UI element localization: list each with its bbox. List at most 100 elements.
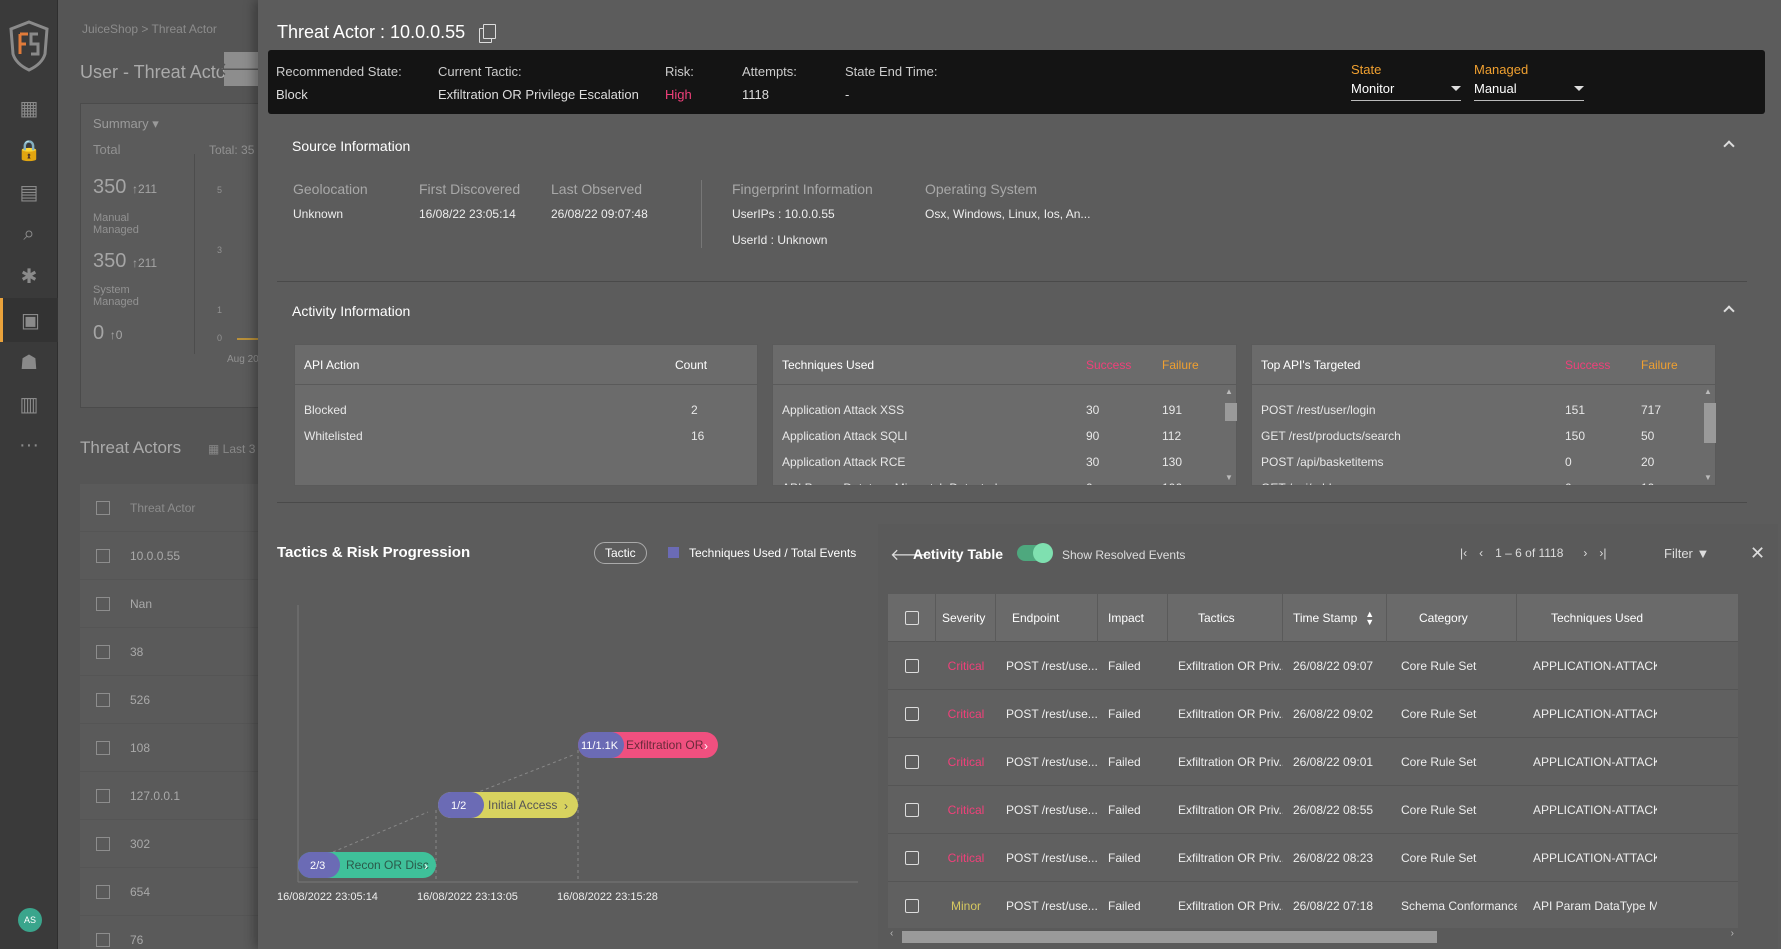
- row-checkbox[interactable]: [905, 803, 919, 817]
- threat-actor-name[interactable]: Nan: [130, 596, 153, 611]
- threat-actor-name[interactable]: 10.0.0.55: [130, 548, 181, 563]
- prev-page-icon[interactable]: ‹: [1479, 546, 1484, 560]
- scroll-left-icon[interactable]: ‹: [890, 928, 894, 939]
- first-page-icon[interactable]: |‹: [1460, 546, 1468, 560]
- app-logo-icon[interactable]: [8, 20, 50, 72]
- search-icon[interactable]: ⌕: [23, 222, 35, 245]
- scroll-down-icon[interactable]: ▼: [1704, 473, 1712, 482]
- horizontal-scrollbar[interactable]: ‹ ›: [888, 928, 1738, 943]
- avatar[interactable]: AS: [18, 908, 42, 932]
- api-action-label: Whitelisted: [304, 429, 363, 443]
- collapse-activity-icon[interactable]: [1723, 305, 1735, 317]
- select-all-checkbox[interactable]: [96, 500, 110, 515]
- table-row[interactable]: Minor POST /rest/use... Failed Exfiltration…: [888, 882, 1738, 930]
- threat-actor-name[interactable]: 526: [130, 692, 151, 707]
- copy-icon[interactable]: [479, 23, 497, 43]
- table-header: Top API's Targeted Success Failure: [1252, 345, 1715, 385]
- col-timestamp[interactable]: Time Stamp ▲ ▼: [1283, 594, 1387, 642]
- show-resolved-toggle[interactable]: [1017, 543, 1053, 563]
- next-page-icon[interactable]: ›: [1583, 546, 1588, 560]
- scroll-up-icon[interactable]: ▲: [1704, 387, 1712, 396]
- tactic-node-recon[interactable]: 2/3 Recon OR Disc ›: [298, 852, 436, 878]
- date-range[interactable]: ▦ Last 3: [208, 442, 256, 456]
- threat-actor-name[interactable]: 38: [130, 644, 144, 659]
- table-row[interactable]: 38: [80, 628, 316, 676]
- threat-actor-name[interactable]: 108: [130, 740, 151, 755]
- threat-actor-name[interactable]: 76: [130, 932, 144, 947]
- col-severity[interactable]: Severity: [936, 594, 996, 642]
- row-checkbox[interactable]: [96, 836, 110, 851]
- row-checkbox[interactable]: [905, 899, 919, 913]
- risk: Risk: High: [665, 64, 694, 102]
- table-row[interactable]: 10.0.0.55: [80, 532, 316, 580]
- cell-timestamp: 26/08/22 08:55: [1293, 803, 1374, 817]
- row-checkbox[interactable]: [96, 788, 110, 803]
- filter-button[interactable]: Filter ▼: [1664, 546, 1710, 561]
- row-checkbox[interactable]: [905, 707, 919, 721]
- col-tactics[interactable]: Tactics: [1168, 594, 1283, 642]
- threat-actor-name[interactable]: 302: [130, 836, 151, 851]
- row-checkbox[interactable]: [96, 740, 110, 755]
- more-icon[interactable]: ···: [19, 433, 39, 456]
- row-checkbox[interactable]: [905, 659, 919, 673]
- row-checkbox[interactable]: [96, 692, 110, 707]
- table-row[interactable]: Critical POST /rest/use... Failed Exfiltrat…: [888, 690, 1738, 738]
- back-arrow-icon[interactable]: 🡐: [217, 52, 265, 86]
- scroll-down-icon[interactable]: ▼: [1225, 473, 1233, 482]
- table-row[interactable]: Critical POST /rest/use... Failed Exfiltrat…: [888, 786, 1738, 834]
- managed-select[interactable]: Managed Manual: [1474, 62, 1584, 101]
- success-count: 0: [1086, 481, 1093, 485]
- table-row[interactable]: 526: [80, 676, 316, 724]
- system-value: 0 ↑0: [93, 322, 123, 344]
- page-range: 1 – 6 of 1118: [1495, 546, 1564, 560]
- last-page-icon[interactable]: ›|: [1599, 546, 1607, 560]
- tactic-node-initial-access[interactable]: 1/2 Initial Access ›: [438, 792, 578, 818]
- bug-icon[interactable]: ✱: [20, 265, 38, 288]
- api-icon[interactable]: ▤: [19, 181, 39, 204]
- spy-icon[interactable]: ☗: [20, 351, 38, 374]
- success-count: 0: [1565, 481, 1572, 485]
- breadcrumb[interactable]: JuiceShop > Threat Actor: [82, 22, 217, 36]
- col-endpoint[interactable]: Endpoint: [996, 594, 1098, 642]
- table-row[interactable]: Critical POST /rest/use... Failed Exfiltrat…: [888, 642, 1738, 690]
- dashboard-icon[interactable]: ▦: [19, 97, 39, 120]
- tactic-chip[interactable]: Tactic: [594, 542, 647, 564]
- row-checkbox[interactable]: [96, 596, 110, 611]
- table-row[interactable]: 76: [80, 916, 316, 949]
- table-row[interactable]: Critical POST /rest/use... Failed Exfiltrat…: [888, 738, 1738, 786]
- table-row[interactable]: Critical POST /rest/use... Failed Exfiltrat…: [888, 834, 1738, 882]
- close-icon[interactable]: ✕: [1750, 543, 1766, 563]
- reports-icon[interactable]: ▥: [19, 393, 39, 416]
- pagination: |‹ ‹ 1 – 6 of 1118 › ›|: [1460, 546, 1607, 560]
- table-row[interactable]: 302: [80, 820, 316, 868]
- scrollbar[interactable]: ▲ ▼: [1701, 385, 1716, 485]
- back-arrow-icon[interactable]: 🡐: [890, 547, 933, 564]
- select-all-checkbox[interactable]: [904, 611, 919, 625]
- row-checkbox[interactable]: [96, 548, 110, 563]
- state-select[interactable]: State Monitor: [1351, 62, 1461, 101]
- scroll-up-icon[interactable]: ▲: [1225, 387, 1233, 396]
- col-category[interactable]: Category: [1387, 594, 1517, 642]
- table-row[interactable]: 654: [80, 868, 316, 916]
- threat-actor-name[interactable]: 654: [130, 884, 151, 899]
- summary-dropdown[interactable]: Summary ▾: [93, 116, 159, 131]
- lock-icon[interactable]: 🔒: [16, 139, 42, 162]
- table-row[interactable]: 127.0.0.1: [80, 772, 316, 820]
- scroll-right-icon[interactable]: ›: [1730, 928, 1734, 939]
- row-checkbox[interactable]: [96, 932, 110, 947]
- row-checkbox[interactable]: [905, 851, 919, 865]
- collapse-source-icon[interactable]: [1723, 140, 1735, 152]
- col-impact[interactable]: Impact: [1098, 594, 1168, 642]
- table-row[interactable]: Nan: [80, 580, 316, 628]
- cell-severity: Critical: [947, 659, 985, 673]
- threat-actor-name[interactable]: 127.0.0.1: [130, 788, 181, 803]
- tactic-node-exfiltration[interactable]: 11/1.1K Exfiltration OR ›: [578, 732, 718, 758]
- scrollbar[interactable]: ▲ ▼: [1222, 385, 1237, 485]
- row-checkbox[interactable]: [96, 884, 110, 899]
- row-checkbox[interactable]: [96, 644, 110, 659]
- row-checkbox[interactable]: [905, 755, 919, 769]
- threat-actor-icon[interactable]: ▣: [0, 298, 58, 342]
- col-techniques[interactable]: Techniques Used: [1551, 611, 1644, 625]
- table-row[interactable]: 108: [80, 724, 316, 772]
- success-count: 151: [1565, 403, 1586, 417]
